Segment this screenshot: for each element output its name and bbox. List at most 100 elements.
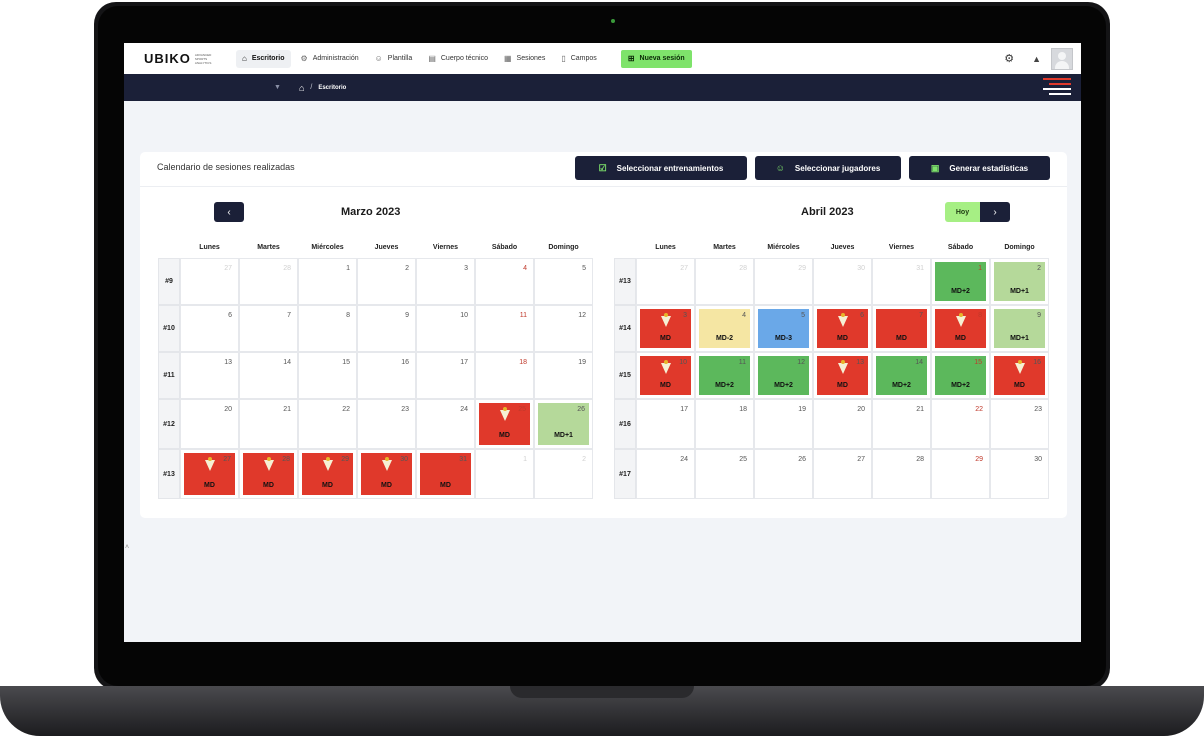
calendar-day[interactable]: 27 — [636, 258, 695, 305]
calendar-day-session[interactable]: MD 27 — [180, 449, 239, 499]
calendar-day[interactable]: 19 — [754, 399, 813, 449]
calendar-day[interactable]: 2 — [534, 449, 593, 499]
calendar-day-session[interactable]: MD 16 — [990, 352, 1049, 399]
settings-gear-icon[interactable]: ⚙ — [1004, 53, 1015, 65]
scroll-up-icon[interactable]: ˄ — [125, 544, 130, 551]
hamburger-menu-icon[interactable] — [1043, 78, 1071, 98]
calendar-day[interactable]: 6 — [180, 305, 239, 352]
today-button[interactable]: Hoy — [945, 202, 980, 222]
calendar-day[interactable]: 12 — [534, 305, 593, 352]
session-block[interactable]: MD+1 9 — [994, 309, 1045, 348]
calendar-day[interactable]: 14 — [239, 352, 298, 399]
calendar-day[interactable]: 27 — [813, 449, 872, 499]
session-block[interactable]: MD+2 15 — [935, 356, 986, 395]
prev-month-button[interactable]: ‹ — [214, 202, 244, 222]
notification-bell-icon[interactable]: ▲ — [1032, 53, 1041, 64]
calendar-day[interactable]: 30 — [990, 449, 1049, 499]
calendar-day-session[interactable]: MD+2 12 — [754, 352, 813, 399]
calendar-day-session[interactable]: MD+1 26 — [534, 399, 593, 449]
calendar-day[interactable]: 24 — [416, 399, 475, 449]
session-block[interactable]: MD-2 4 — [699, 309, 750, 348]
calendar-day-session[interactable]: MD-3 5 — [754, 305, 813, 352]
calendar-day[interactable]: 11 — [475, 305, 534, 352]
calendar-day[interactable]: 13 — [180, 352, 239, 399]
calendar-day[interactable]: 22 — [931, 399, 990, 449]
session-block[interactable]: MD 29 — [302, 453, 353, 495]
calendar-day[interactable]: 8 — [298, 305, 357, 352]
session-block[interactable]: MD 27 — [184, 453, 235, 495]
calendar-day[interactable]: 30 — [813, 258, 872, 305]
calendar-day[interactable]: 28 — [695, 258, 754, 305]
chevron-down-icon[interactable]: ▼ — [274, 84, 281, 91]
calendar-day[interactable]: 27 — [180, 258, 239, 305]
calendar-day[interactable]: 23 — [357, 399, 416, 449]
session-block[interactable]: MD+2 1 — [935, 262, 986, 301]
calendar-day-session[interactable]: MD 13 — [813, 352, 872, 399]
calendar-day[interactable]: 29 — [754, 258, 813, 305]
calendar-day-session[interactable]: MD 29 — [298, 449, 357, 499]
breadcrumb-home-icon[interactable]: ⌂ — [298, 82, 305, 93]
calendar-day-session[interactable]: MD+2 11 — [695, 352, 754, 399]
calendar-day[interactable]: 21 — [239, 399, 298, 449]
app-logo[interactable]: UBIKO ADVANCED SPORTS ANALYTICS — [144, 51, 236, 66]
calendar-day-session[interactable]: MD+1 9 — [990, 305, 1049, 352]
generate-stats-button[interactable]: ▣ Generar estadísticas — [909, 156, 1050, 180]
calendar-day[interactable]: 19 — [534, 352, 593, 399]
user-avatar[interactable] — [1051, 47, 1073, 70]
calendar-day[interactable]: 22 — [298, 399, 357, 449]
calendar-day[interactable]: 25 — [695, 449, 754, 499]
calendar-day[interactable]: 20 — [180, 399, 239, 449]
calendar-day[interactable]: 26 — [754, 449, 813, 499]
calendar-day[interactable]: 1 — [475, 449, 534, 499]
select-players-button[interactable]: ☺ Seleccionar jugadores — [755, 156, 901, 180]
calendar-day[interactable]: 23 — [990, 399, 1049, 449]
calendar-day[interactable]: 28 — [239, 258, 298, 305]
calendar-day[interactable]: 9 — [357, 305, 416, 352]
nav-cuerpo-tecnico[interactable]: ▤ Cuerpo técnico — [422, 50, 494, 68]
next-month-button[interactable]: › — [980, 202, 1010, 222]
calendar-day[interactable]: 29 — [931, 449, 990, 499]
calendar-day[interactable]: 21 — [872, 399, 931, 449]
calendar-day-session[interactable]: MD 31 — [416, 449, 475, 499]
session-block[interactable]: MD 28 — [243, 453, 294, 495]
session-block[interactable]: MD 10 — [640, 356, 691, 395]
session-block[interactable]: MD 8 — [935, 309, 986, 348]
session-block[interactable]: MD+2 14 — [876, 356, 927, 395]
calendar-day-session[interactable]: MD 28 — [239, 449, 298, 499]
calendar-day-session[interactable]: MD+1 2 — [990, 258, 1049, 305]
calendar-day-session[interactable]: MD+2 14 — [872, 352, 931, 399]
session-block[interactable]: MD 25 — [479, 403, 530, 445]
calendar-day[interactable]: 20 — [813, 399, 872, 449]
calendar-day[interactable]: 10 — [416, 305, 475, 352]
calendar-day[interactable]: 2 — [357, 258, 416, 305]
calendar-day[interactable]: 3 — [416, 258, 475, 305]
calendar-day-session[interactable]: MD 6 — [813, 305, 872, 352]
calendar-day[interactable]: 18 — [695, 399, 754, 449]
calendar-day[interactable]: 18 — [475, 352, 534, 399]
calendar-day[interactable]: 24 — [636, 449, 695, 499]
calendar-day-session[interactable]: MD 10 — [636, 352, 695, 399]
session-block[interactable]: MD 13 — [817, 356, 868, 395]
nav-escritorio[interactable]: ⌂ Escritorio — [236, 49, 291, 68]
nav-administracion[interactable]: ⚙ Administración — [295, 50, 365, 68]
select-trainings-button[interactable]: ☑ Seleccionar entrenamientos — [575, 156, 747, 180]
calendar-day-session[interactable]: MD 30 — [357, 449, 416, 499]
new-session-button[interactable]: ⊞ Nueva sesión — [620, 49, 692, 68]
session-block[interactable]: MD-3 5 — [758, 309, 809, 348]
nav-sesiones[interactable]: ▦ Sesiones — [498, 50, 551, 68]
calendar-day[interactable]: 1 — [298, 258, 357, 305]
session-block[interactable]: MD 16 — [994, 356, 1045, 395]
calendar-day[interactable]: 5 — [534, 258, 593, 305]
session-block[interactable]: MD+1 2 — [994, 262, 1045, 301]
calendar-day[interactable]: 17 — [416, 352, 475, 399]
calendar-day-session[interactable]: MD 3 — [636, 305, 695, 352]
calendar-day[interactable]: 17 — [636, 399, 695, 449]
session-block[interactable]: MD+2 11 — [699, 356, 750, 395]
calendar-day[interactable]: 16 — [357, 352, 416, 399]
calendar-day-session[interactable]: MD+2 1 — [931, 258, 990, 305]
session-block[interactable]: MD 30 — [361, 453, 412, 495]
calendar-day[interactable]: 4 — [475, 258, 534, 305]
session-block[interactable]: MD 3 — [640, 309, 691, 348]
session-block[interactable]: MD 6 — [817, 309, 868, 348]
session-block[interactable]: MD+1 26 — [538, 403, 589, 445]
